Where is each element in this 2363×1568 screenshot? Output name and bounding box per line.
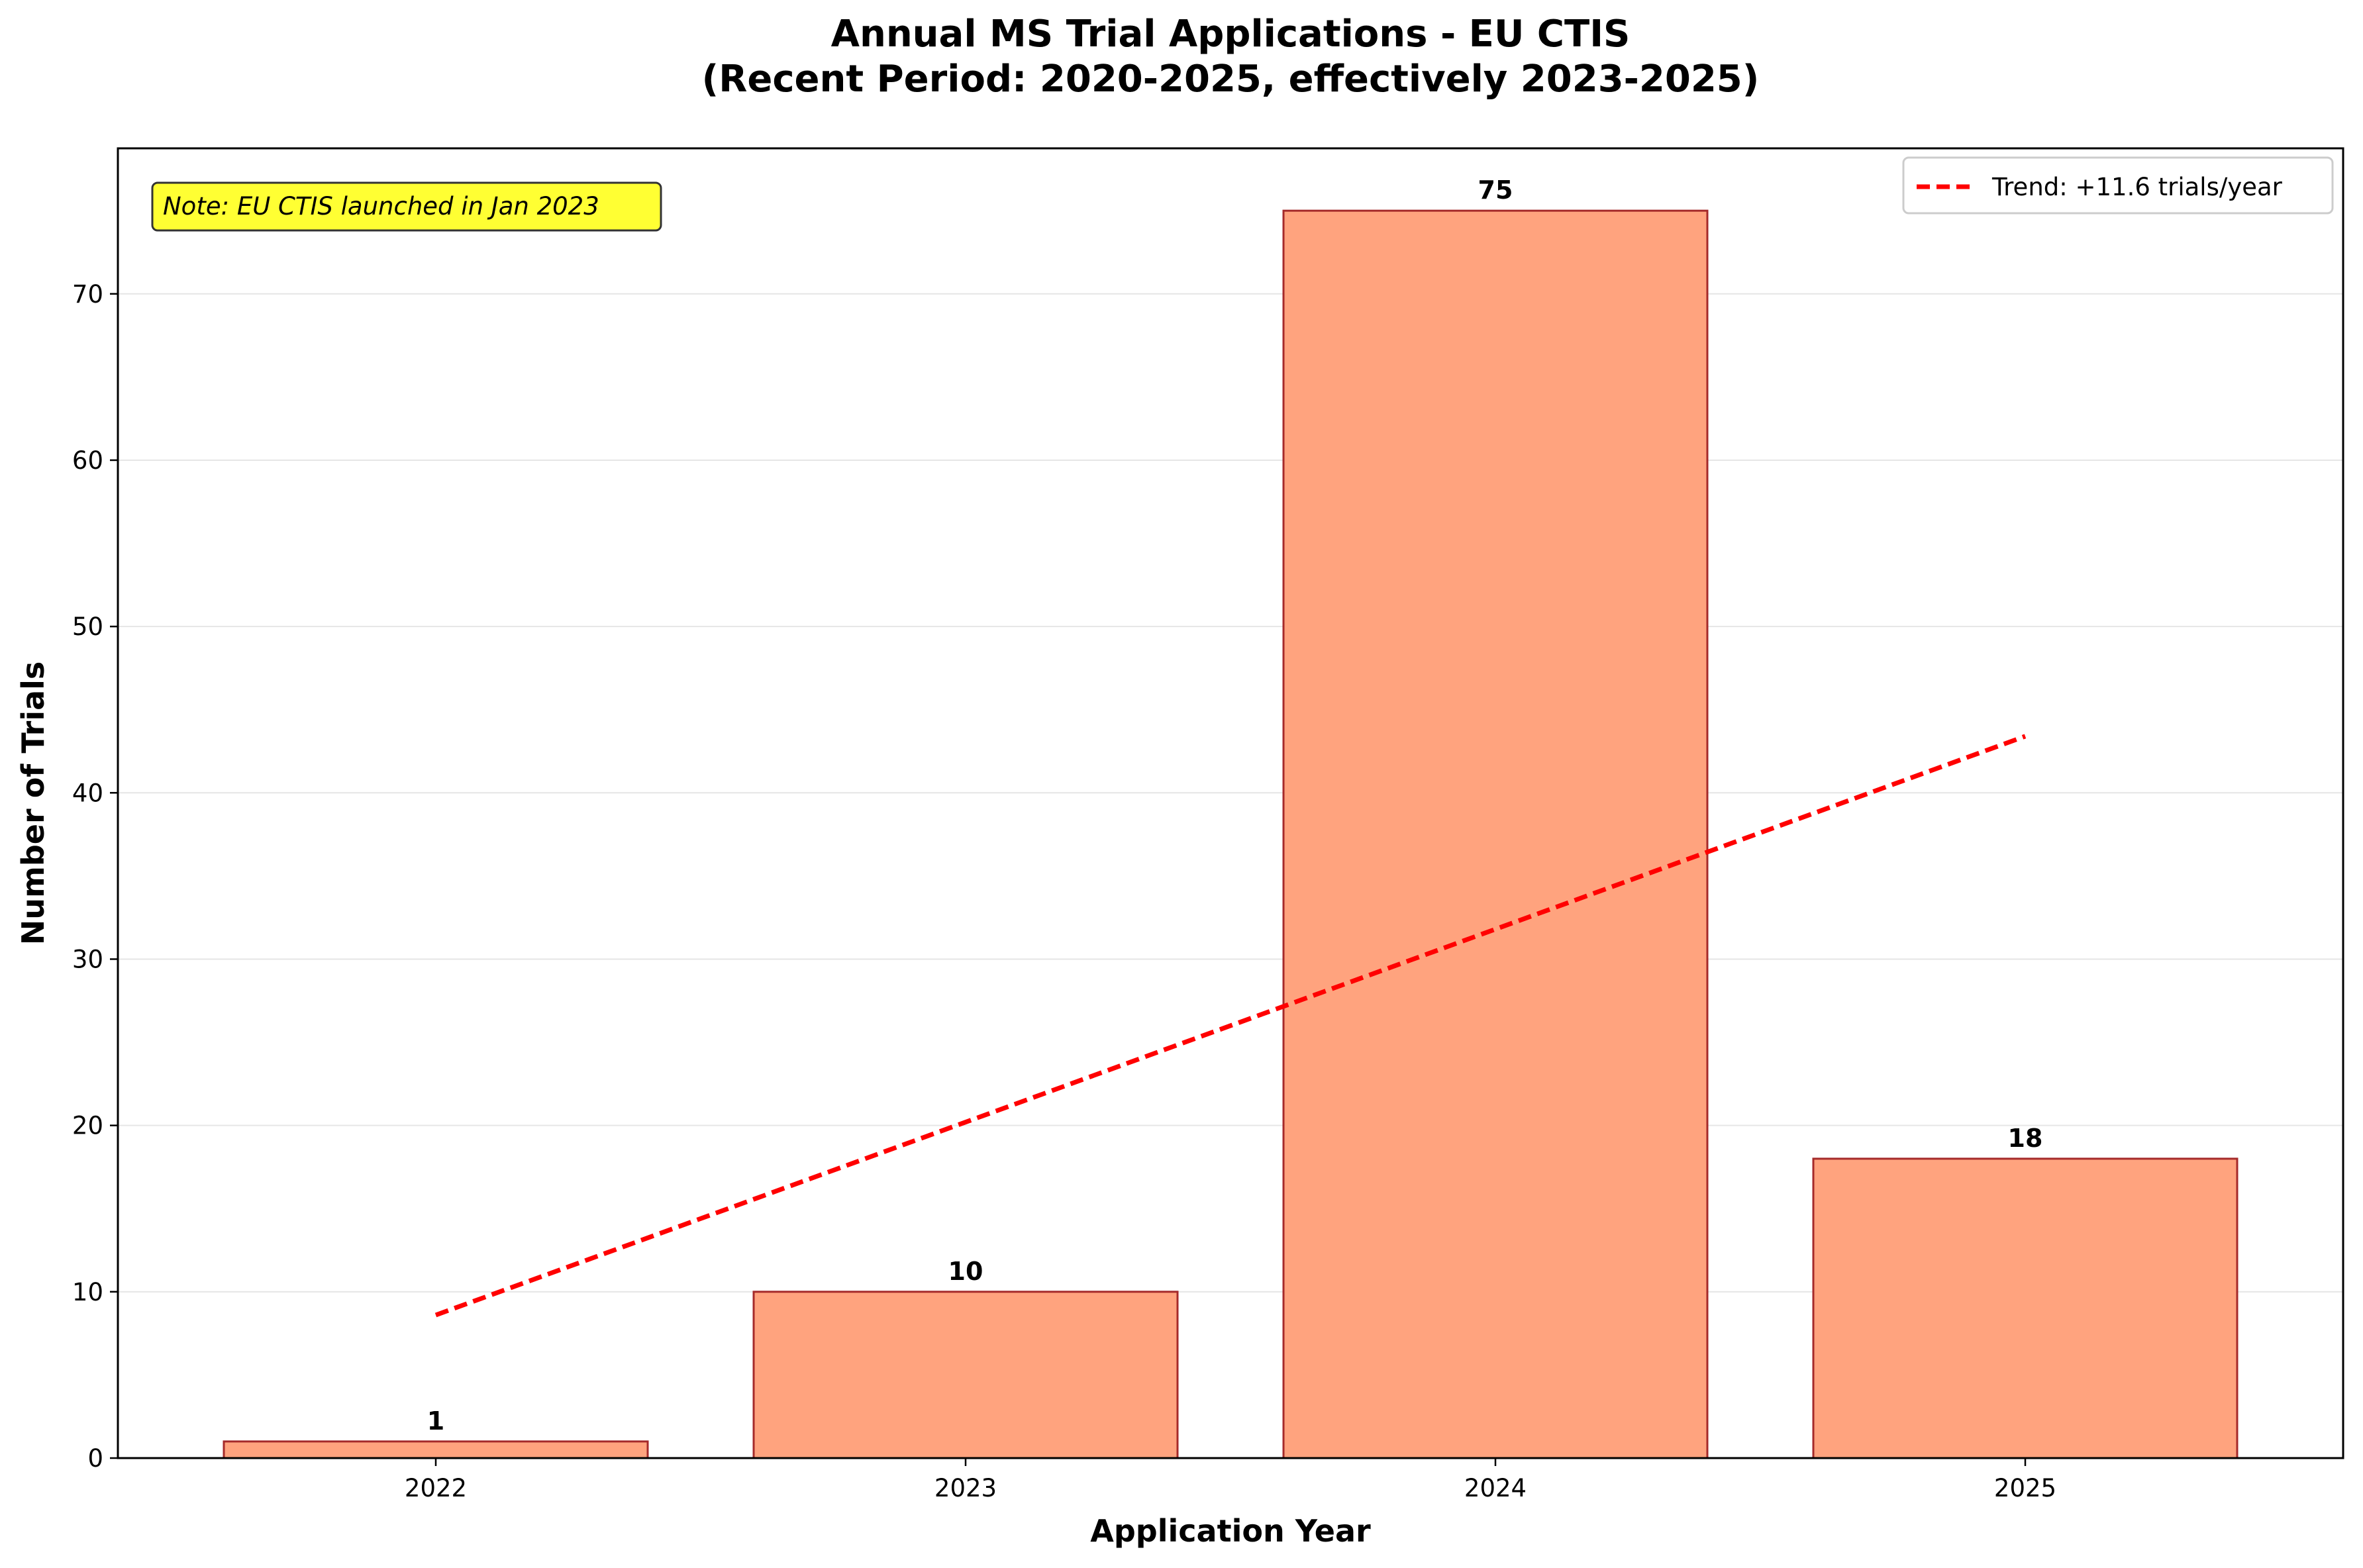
bar	[1812, 1157, 2238, 1459]
y-tick-label: 30	[72, 945, 103, 973]
note-text: Note: EU CTIS launched in Jan 2023	[163, 192, 599, 220]
y-tick-label: 20	[72, 1112, 103, 1140]
x-tick-label: 2025	[1994, 1474, 2056, 1502]
y-tick-label: 10	[72, 1278, 103, 1306]
x-axis-ticks: 2022 2023 2024 2025	[405, 1458, 2056, 1502]
bar-value-label: 18	[2008, 1124, 2043, 1153]
y-tick-label: 40	[72, 779, 103, 807]
trend-line	[434, 734, 2027, 1318]
chart-title-line2: (Recent Period: 2020-2025, effectively 2…	[702, 58, 1760, 101]
chart-title-line1: Annual MS Trial Applications - EU CTIS	[831, 13, 1631, 56]
trend-line-group	[434, 734, 2027, 1318]
y-axis-label: Number of Trials	[15, 662, 51, 946]
legend: Trend: +11.6 trials/year	[1902, 156, 2334, 215]
x-tick-label: 2022	[405, 1474, 467, 1502]
gridlines	[118, 293, 2343, 1293]
x-tick-label: 2023	[934, 1474, 997, 1502]
y-axis-ticks: 0 10 20 30 40 50 60 70	[72, 280, 118, 1473]
annotation-note: Note: EU CTIS launched in Jan 2023	[151, 181, 662, 232]
note-box	[151, 181, 662, 232]
x-tick-label: 2024	[1464, 1474, 1527, 1502]
data-labels: 1 10 75 18	[427, 175, 2043, 1436]
y-tick-label: 70	[72, 280, 103, 309]
bar	[752, 1291, 1179, 1459]
x-axis-label: Application Year	[1090, 1513, 1371, 1549]
bar	[1282, 209, 1709, 1459]
legend-trend-label: Trend: +11.6 trials/year	[1991, 173, 2283, 201]
y-tick-label: 50	[72, 612, 103, 641]
bar-value-label: 10	[948, 1257, 983, 1286]
legend-box	[1902, 156, 2334, 215]
y-tick-label: 0	[87, 1444, 103, 1473]
plot-frame	[117, 147, 2344, 1459]
y-tick-label: 60	[72, 446, 103, 475]
bar-value-label: 1	[427, 1406, 444, 1436]
bar-value-label: 75	[1478, 175, 1513, 205]
bar	[223, 1440, 649, 1459]
